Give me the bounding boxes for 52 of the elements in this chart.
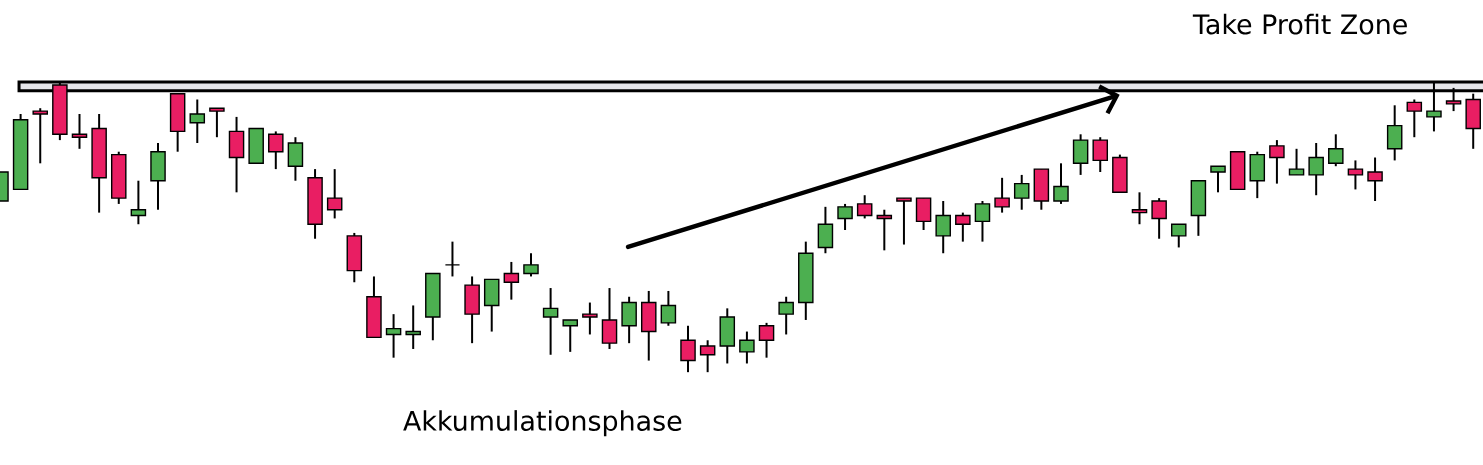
candlestick	[385, 313, 402, 359]
band-label: Take Profit Zone	[1192, 13, 1407, 35]
candlestick	[739, 330, 755, 365]
candlestick	[974, 200, 991, 243]
candlestick	[1151, 197, 1167, 240]
candlestick	[32, 107, 48, 165]
candlestick	[444, 240, 461, 278]
candlestick	[582, 301, 598, 336]
candlestick	[621, 295, 637, 345]
candlestick	[699, 339, 716, 374]
candlestick	[758, 321, 775, 359]
candlestick	[1053, 162, 1069, 205]
candlestick	[778, 295, 794, 336]
candlestick	[503, 260, 520, 301]
candlestick	[915, 197, 932, 232]
candlestick	[856, 194, 873, 220]
candlestick	[1210, 165, 1226, 194]
candlestick	[523, 252, 539, 278]
candlestick	[209, 107, 225, 139]
candlestick	[1386, 104, 1403, 162]
candlestick	[1131, 191, 1148, 226]
candlestick	[542, 287, 559, 356]
candlestick	[1092, 136, 1109, 174]
candlestick	[935, 200, 951, 255]
candlestick	[287, 136, 304, 182]
candlestick	[1406, 98, 1423, 139]
candlestick	[601, 287, 618, 350]
candlestick	[189, 98, 206, 145]
candlestick	[562, 318, 579, 353]
candlestick	[1171, 223, 1187, 249]
text: Akkumulationsphase	[403, 410, 682, 437]
candlestick	[876, 208, 893, 252]
candlestick	[1328, 133, 1344, 168]
candlestick	[660, 289, 677, 327]
candlestick	[268, 130, 284, 171]
candlestick	[1072, 133, 1089, 176]
candlestick	[405, 304, 421, 350]
candlestick	[1347, 159, 1364, 191]
candlestick	[1308, 142, 1324, 197]
candlestick	[680, 324, 696, 374]
candlestick	[326, 168, 343, 220]
candlestick	[71, 113, 88, 150]
candlestick	[955, 211, 971, 243]
candlestick	[994, 176, 1010, 214]
candlestick	[896, 197, 912, 246]
candlestick	[130, 179, 147, 226]
candlestick	[1269, 139, 1285, 185]
candlestick	[837, 202, 853, 232]
candlestick	[1367, 156, 1383, 203]
candlestick	[817, 205, 834, 255]
candlestick	[1013, 173, 1030, 211]
candlestick	[1288, 147, 1305, 176]
